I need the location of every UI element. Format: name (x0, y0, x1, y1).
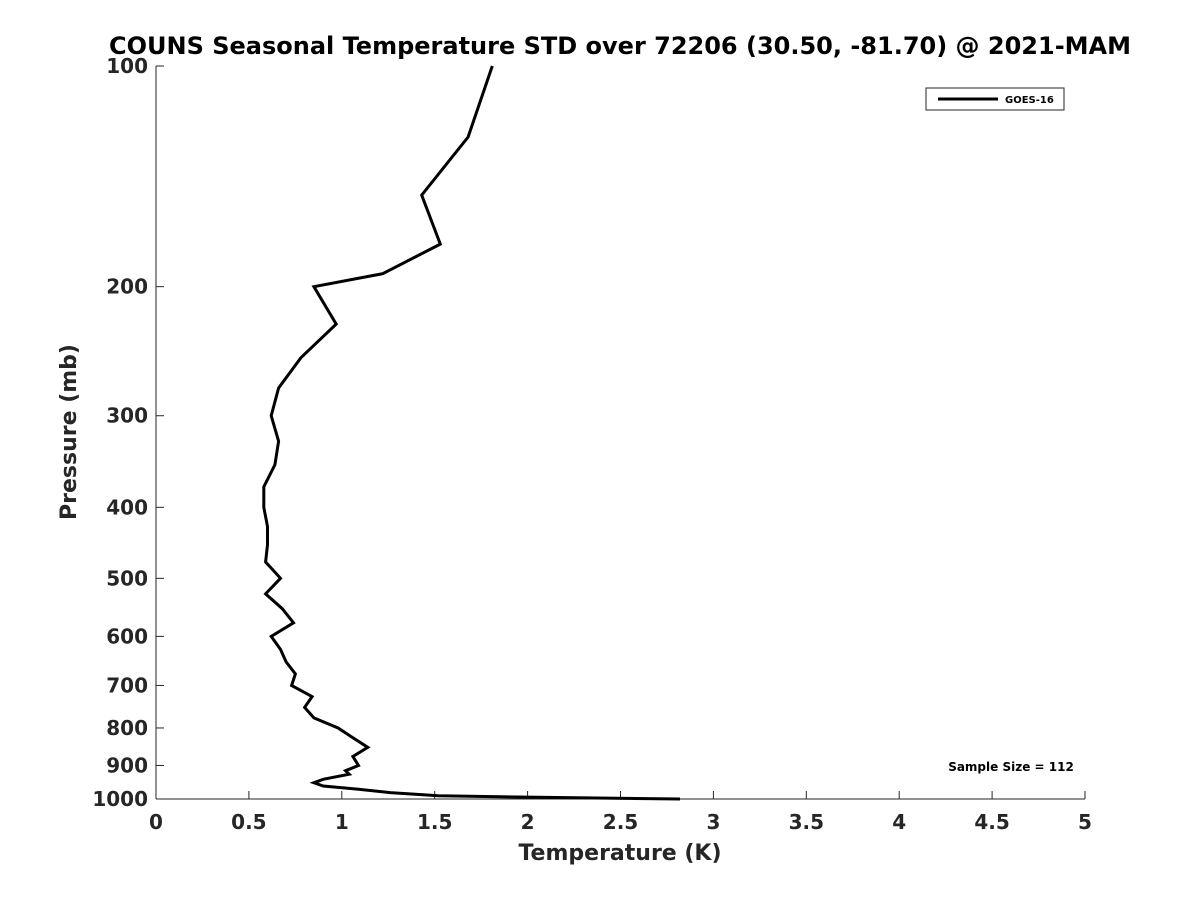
x-tick-label: 0.5 (231, 810, 266, 834)
x-tick-label: 2.5 (603, 810, 638, 834)
x-tick-label: 1.5 (417, 810, 452, 834)
x-tick-label: 4 (892, 810, 906, 834)
x-axis-label: Temperature (K) (518, 841, 721, 866)
series-group (262, 65, 681, 801)
y-tick-label: 1000 (92, 787, 148, 811)
y-ticks: 100 200 300 400 500 600 700 800 900 1000 (92, 54, 164, 811)
y-tick-label: 900 (106, 753, 148, 777)
x-tick-label: 1 (335, 810, 349, 834)
legend-label: GOES-16 (1005, 95, 1054, 106)
x-tick-label: 4.5 (974, 810, 1009, 834)
y-tick-label: 600 (106, 624, 148, 648)
y-axis-label: Pressure (mb) (57, 344, 82, 520)
x-tick-label: 5 (1078, 810, 1092, 834)
y-tick-label: 500 (106, 566, 148, 590)
legend: GOES-16 (925, 87, 1065, 111)
series-line-goes-16 (262, 65, 681, 801)
x-tick-label: 2 (521, 810, 535, 834)
y-tick-label: 200 (106, 275, 148, 299)
chart-title: COUNS Seasonal Temperature STD over 7220… (109, 32, 1131, 60)
y-tick-label: 400 (106, 495, 148, 519)
sample-size-annotation: Sample Size = 112 (948, 760, 1074, 774)
x-ticks: 0 0.5 1 1.5 2 2.5 3 3.5 4 4.5 5 (149, 791, 1092, 834)
y-tick-label: 100 (106, 54, 148, 78)
y-tick-label: 300 (106, 404, 148, 428)
y-tick-label: 700 (106, 673, 148, 697)
x-tick-label: 3 (706, 810, 720, 834)
x-tick-label: 3.5 (789, 810, 824, 834)
plot-area (156, 66, 1085, 799)
x-tick-label: 0 (149, 810, 163, 834)
y-tick-label: 800 (106, 716, 148, 740)
